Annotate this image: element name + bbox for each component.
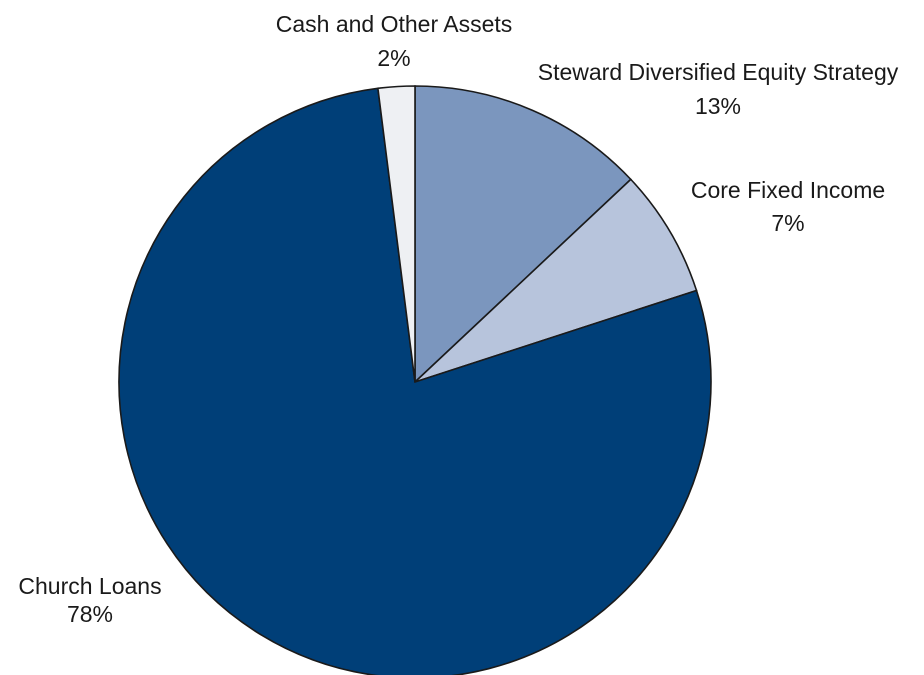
slice-value-cash-and-other-assets: 2% [377, 45, 410, 71]
slice-label-core-fixed-income: Core Fixed Income [691, 177, 885, 203]
slice-label-cash-and-other-assets: Cash and Other Assets [276, 11, 513, 37]
slice-label-church-loans: Church Loans [18, 573, 161, 599]
pie-labels: Steward Diversified Equity Strategy 13% Co… [18, 11, 898, 627]
pie-slice-cash-and-other-assets [377, 85, 416, 383]
pie-slices [118, 85, 712, 675]
pie-slice-steward-diversified-equity-strategy [414, 85, 632, 384]
pie-slice-core-fixed-income [414, 178, 698, 383]
pie-slice-church-loans [118, 87, 712, 675]
slice-label-steward-diversified-equity-strategy: Steward Diversified Equity Strategy [538, 59, 899, 85]
slice-value-church-loans: 78% [67, 601, 113, 627]
slice-value-steward-diversified-equity-strategy: 13% [695, 93, 741, 119]
slice-value-core-fixed-income: 7% [771, 210, 804, 236]
